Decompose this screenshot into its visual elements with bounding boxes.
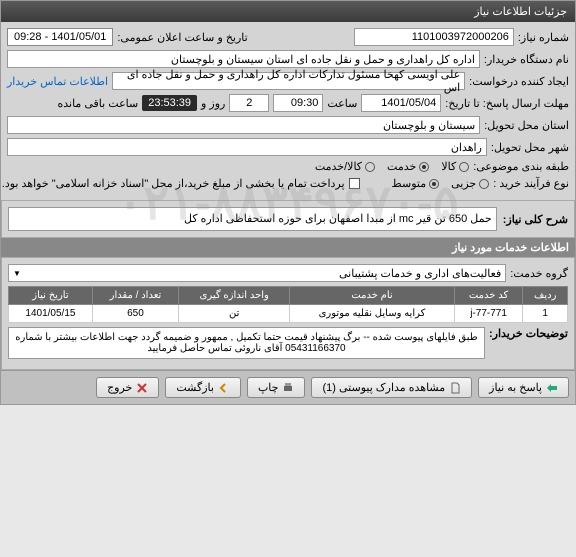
cell-row-num: 1 [523, 305, 568, 323]
cell-unit: تن [179, 305, 290, 323]
exit-button[interactable]: خروج [96, 377, 159, 398]
row-category: طبقه بندی موضوعی: کالا خدمت کالا/خدمت [7, 160, 569, 173]
radio-minor-label: جزیی [451, 177, 476, 190]
payment-checkbox [349, 178, 360, 189]
row-buyer-org: نام دستگاه خریدار: اداره کل راهداری و حم… [7, 50, 569, 68]
radio-service-dot [419, 162, 429, 172]
requester-label: ایجاد کننده درخواست: [469, 75, 569, 88]
table-row: 1 j-77-771 کرایه وسایل نقلیه موتوری تن 6… [9, 305, 568, 323]
purchase-type-label: نوع فرآیند خرید : [493, 177, 569, 190]
respond-icon [546, 382, 558, 394]
service-group-label: گروه خدمت: [510, 267, 568, 280]
radio-medium[interactable]: متوسط [392, 177, 440, 190]
cell-service-name: کرایه وسایل نقلیه موتوری [290, 305, 454, 323]
deadline-time-field: 09:30 [273, 94, 323, 112]
radio-service-label: خدمت [387, 160, 416, 173]
window-title: جزئیات اطلاعات نیاز [474, 6, 567, 18]
back-button-label: بازگشت [176, 381, 214, 394]
respond-button[interactable]: پاسخ به نیاز [478, 377, 569, 398]
radio-minor-dot [479, 179, 489, 189]
announce-datetime-field: 1401/05/01 - 09:28 [7, 28, 113, 46]
delivery-province-field: سیستان و بلوچستان [7, 116, 480, 134]
form-area: شماره نیاز: 1101003972000206 تاریخ و ساع… [1, 22, 575, 200]
main-window: ۰۲۱-۸۸۳۴۹۶۷۰-۵ جزئیات اطلاعات نیاز شماره… [0, 0, 576, 405]
row-delivery-province: استان محل تحویل: سیستان و بلوچستان [7, 116, 569, 134]
radio-medium-label: متوسط [392, 177, 427, 190]
radio-goods-service-dot [365, 162, 375, 172]
service-group-value: فعالیت‌های اداری و خدمات پشتیبانی [339, 267, 501, 280]
col-need-date: تاریخ نیاز [9, 287, 93, 305]
radio-service[interactable]: خدمت [387, 160, 429, 173]
delivery-province-label: استان محل تحویل: [484, 119, 569, 132]
col-service-code: کد خدمت [454, 287, 523, 305]
row-service-group: گروه خدمت: فعالیت‌های اداری و خدمات پشتی… [8, 264, 568, 282]
radio-goods-service[interactable]: کالا/خدمت [315, 160, 375, 173]
attachments-button-label: مشاهده مدارک پیوستی (1) [322, 381, 445, 394]
cell-service-code: j-77-771 [454, 305, 523, 323]
table-header-row: ردیف کد خدمت نام خدمت واحد اندازه گیری ت… [9, 287, 568, 305]
remaining-label: ساعت باقی مانده [57, 97, 138, 110]
need-number-label: شماره نیاز: [518, 31, 569, 44]
services-section-body: گروه خدمت: فعالیت‌های اداری و خدمات پشتی… [1, 257, 575, 370]
cell-quantity: 650 [92, 305, 178, 323]
countdown-timer: 23:53:39 [142, 95, 197, 111]
delivery-city-field: راهدان [7, 138, 487, 156]
cell-need-date: 1401/05/15 [9, 305, 93, 323]
days-remaining-field: 2 [229, 94, 269, 112]
respond-button-label: پاسخ به نیاز [489, 381, 542, 394]
radio-minor[interactable]: جزیی [451, 177, 489, 190]
row-purchase-type: نوع فرآیند خرید : جزیی متوسط پرداخت تمام… [7, 177, 569, 190]
buyer-org-field: اداره کل راهداری و حمل و نقل جاده ای است… [7, 50, 480, 68]
row-requester: ایجاد کننده درخواست: علی اویسی کهخا مسئو… [7, 72, 569, 90]
description-text: حمل 650 تن قیر mc از مبدا اصفهان برای حو… [8, 207, 497, 231]
buyer-notes-label: توضیحات خریدار: [489, 327, 568, 340]
requester-field: علی اویسی کهخا مسئول تدارکات اداره کل را… [112, 72, 465, 90]
description-section: شرح کلی نیاز: حمل 650 تن قیر mc از مبدا … [1, 200, 575, 238]
row-deadline: مهلت ارسال پاسخ: تا تاریخ: 1401/05/04 سا… [7, 94, 569, 112]
deadline-date-field: 1401/05/04 [361, 94, 441, 112]
announce-datetime-label: تاریخ و ساعت اعلان عمومی: [117, 31, 247, 44]
radio-goods-label: کالا [441, 160, 456, 173]
need-number-field: 1101003972000206 [354, 28, 514, 46]
days-and-label: روز و [201, 97, 225, 110]
exit-icon [136, 382, 148, 394]
back-icon [218, 382, 230, 394]
radio-goods-dot [459, 162, 469, 172]
services-section-header: اطلاعات خدمات مورد نیاز [1, 238, 575, 257]
row-delivery-city: شهر محل تحویل: راهدان [7, 138, 569, 156]
radio-goods[interactable]: کالا [441, 160, 469, 173]
row-need-number: شماره نیاز: 1101003972000206 تاریخ و ساع… [7, 28, 569, 46]
footer-toolbar: پاسخ به نیاز مشاهده مدارک پیوستی (1) چاپ… [1, 370, 575, 404]
col-quantity: تعداد / مقدار [92, 287, 178, 305]
dropdown-arrow-icon: ▼ [13, 269, 21, 278]
row-buyer-notes: توضیحات خریدار: طبق فایلهای پیوست شده --… [8, 327, 568, 359]
buyer-notes-text: طبق فایلهای پیوست شده -- برگ پیشنهاد قیم… [8, 327, 485, 359]
services-table: ردیف کد خدمت نام خدمت واحد اندازه گیری ت… [8, 286, 568, 323]
exit-button-label: خروج [107, 381, 132, 394]
attachments-button[interactable]: مشاهده مدارک پیوستی (1) [311, 377, 472, 398]
attachment-icon [449, 382, 461, 394]
col-service-name: نام خدمت [290, 287, 454, 305]
payment-checkbox-group[interactable]: پرداخت تمام یا بخشی از مبلغ خرید،از محل … [2, 177, 360, 190]
print-icon [282, 382, 294, 394]
buyer-org-label: نام دستگاه خریدار: [484, 53, 569, 66]
deadline-label: مهلت ارسال پاسخ: تا تاریخ: [445, 97, 569, 110]
radio-goods-service-label: کالا/خدمت [315, 160, 362, 173]
category-label: طبقه بندی موضوعی: [473, 160, 569, 173]
description-header: شرح کلی نیاز: [503, 213, 568, 226]
delivery-city-label: شهر محل تحویل: [491, 141, 569, 154]
print-button-label: چاپ [258, 381, 279, 394]
payment-checkbox-label: پرداخت تمام یا بخشی از مبلغ خرید،از محل … [2, 177, 345, 190]
service-group-select[interactable]: فعالیت‌های اداری و خدمات پشتیبانی ▼ [8, 264, 506, 282]
col-unit: واحد اندازه گیری [179, 287, 290, 305]
back-button[interactable]: بازگشت [165, 377, 241, 398]
radio-medium-dot [429, 179, 439, 189]
col-row-num: ردیف [523, 287, 568, 305]
time-label: ساعت [327, 97, 357, 110]
window-title-bar: جزئیات اطلاعات نیاز [1, 1, 575, 22]
buyer-contact-link[interactable]: اطلاعات تماس خریدار [7, 75, 108, 88]
print-button[interactable]: چاپ [247, 377, 306, 398]
